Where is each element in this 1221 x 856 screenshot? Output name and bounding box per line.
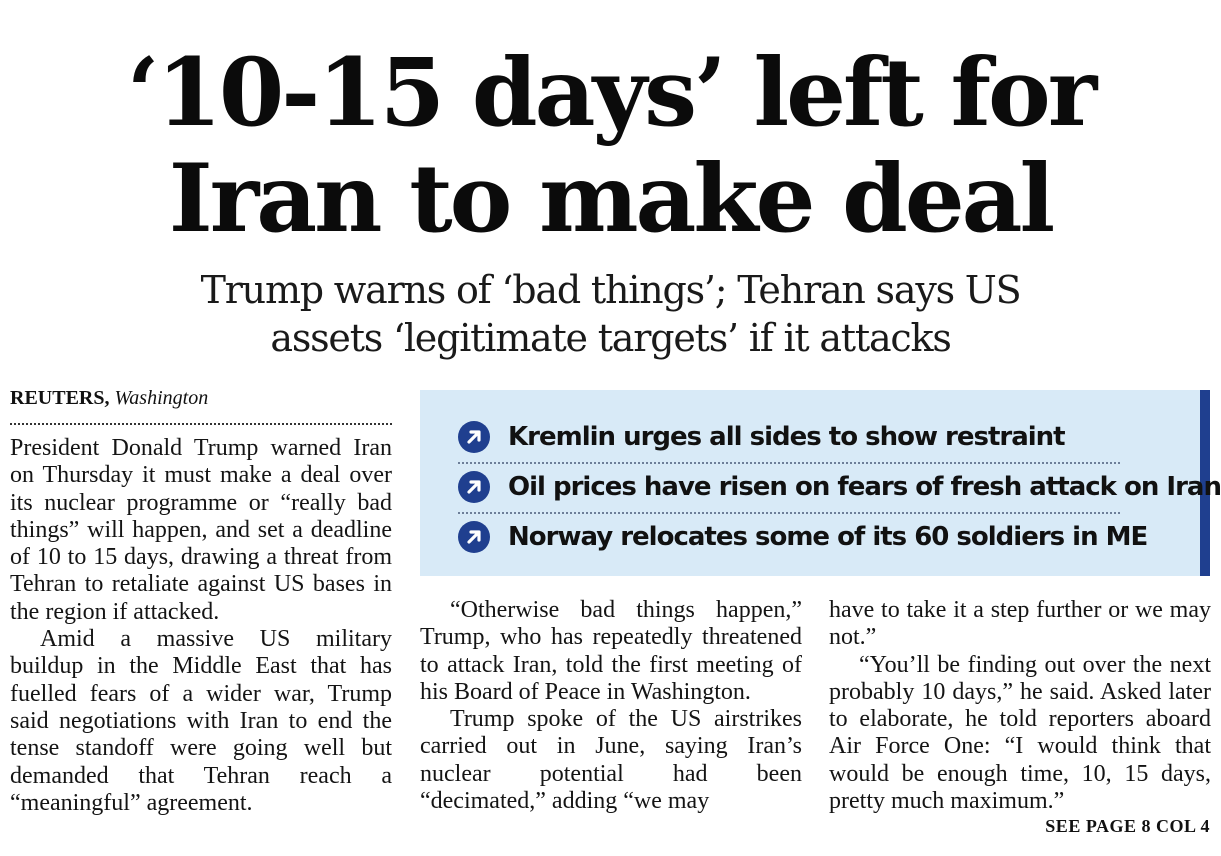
article-paragraph: “You’ll be finding out over the next pro… xyxy=(829,651,1211,815)
subheadline: Trump warns of ‘bad things’; Tehran says… xyxy=(0,266,1221,362)
highlight-text: Oil prices have risen on fears of fresh … xyxy=(508,472,1221,502)
byline-agency: REUTERS, xyxy=(10,387,110,409)
highlight-item: Kremlin urges all sides to show restrain… xyxy=(458,412,1120,464)
byline-location: Washington xyxy=(114,387,209,409)
headline: ‘10-15 days’ left for Iran to make deal xyxy=(0,40,1221,252)
article-paragraph: President Donald Trump warned Iran on Th… xyxy=(10,435,392,625)
highlights-box: Kremlin urges all sides to show restrain… xyxy=(420,390,1221,576)
headline-line-1: ‘10-15 days’ left for xyxy=(126,38,1097,148)
jump-reference: SEE PAGE 8 COL 4 xyxy=(1045,816,1210,836)
article-paragraph: have to take it a step further or we may… xyxy=(829,597,1211,651)
article-column-3: have to take it a step further or we may… xyxy=(829,597,1211,815)
arrow-circle-icon xyxy=(458,471,490,503)
article-column-1: President Donald Trump warned Iran on Th… xyxy=(10,435,392,817)
byline: REUTERS, Washington xyxy=(10,385,392,411)
highlight-item: Norway relocates some of its 60 soldiers… xyxy=(458,512,1148,562)
article-paragraph: Trump spoke of the US airstrikes carried… xyxy=(420,706,802,815)
article-paragraph: “Otherwise bad things happen,” Trump, wh… xyxy=(420,597,802,705)
article-column-2: “Otherwise bad things happen,” Trump, wh… xyxy=(420,597,802,815)
article-paragraph: Amid a massive US military buildup in th… xyxy=(10,626,392,816)
highlight-text: Norway relocates some of its 60 soldiers… xyxy=(508,522,1148,552)
headline-line-2: Iran to make deal xyxy=(168,144,1056,254)
highlight-item: Oil prices have risen on fears of fresh … xyxy=(458,462,1221,514)
arrow-circle-icon xyxy=(458,421,490,453)
highlight-text: Kremlin urges all sides to show restrain… xyxy=(508,422,1066,452)
byline-divider xyxy=(10,423,392,425)
subheadline-line-1: Trump warns of ‘bad things’; Tehran says… xyxy=(200,268,1022,312)
subheadline-line-2: assets ‘legitimate targets’ if it attack… xyxy=(270,316,951,360)
arrow-circle-icon xyxy=(458,521,490,553)
